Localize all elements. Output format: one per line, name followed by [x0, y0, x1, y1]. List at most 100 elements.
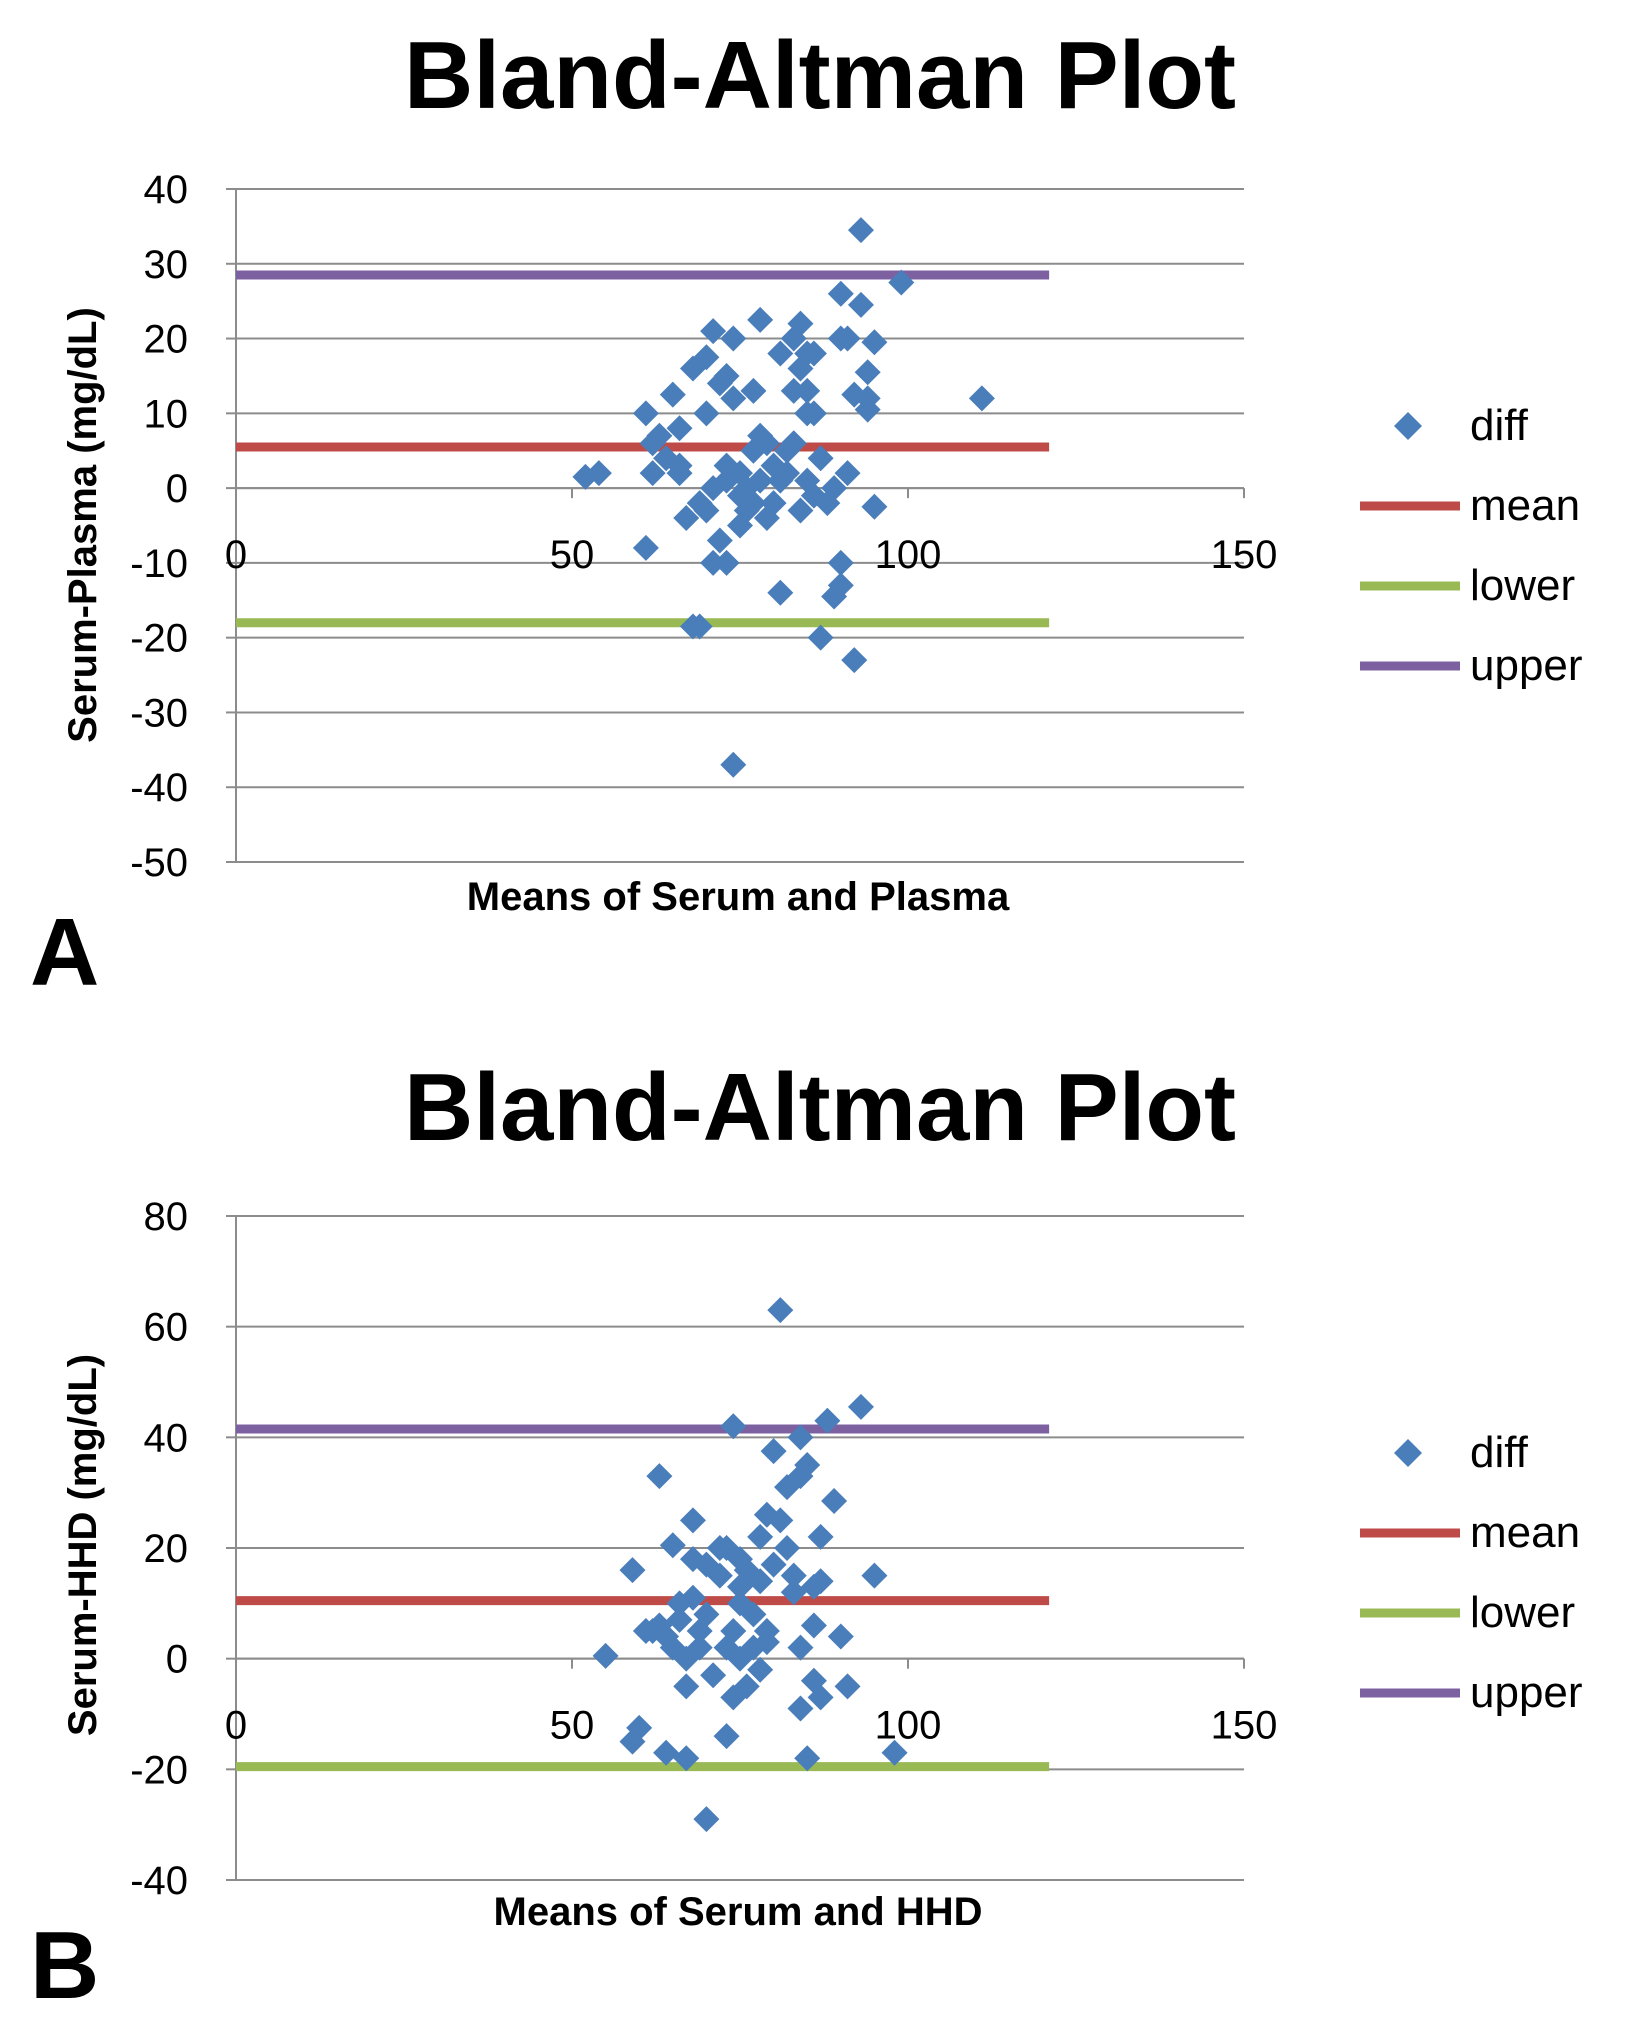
chart-a-diff-point — [787, 497, 814, 524]
chart-b-diff-point — [787, 1634, 814, 1661]
chart-b-y-tick-label: -20 — [130, 1748, 188, 1792]
chart-b-y-tick-label: -40 — [130, 1859, 188, 1903]
chart-a-diff-point — [780, 377, 807, 404]
chart-a-y-axis-label: Serum-Plasma (mg/dL) — [61, 307, 105, 743]
chart-b-legend: diff mean lower upper — [1360, 1428, 1583, 1717]
chart-a-diff-point — [834, 460, 861, 487]
chart-b-diff-point — [787, 1424, 814, 1451]
chart-a-diff-point — [747, 306, 774, 333]
chart-b-diff-point — [713, 1723, 740, 1750]
chart-a-y-tick-label: 20 — [144, 318, 189, 362]
chart-b-diff-point — [720, 1413, 747, 1440]
chart-a-diff-point — [639, 460, 666, 487]
chart-a-diff-point — [666, 415, 693, 442]
chart-b-diff-point — [807, 1684, 834, 1711]
chart-a-diff-point — [794, 377, 821, 404]
chart-a-diff-point — [861, 493, 888, 520]
chart-a-y-tick-label: -20 — [130, 617, 188, 661]
chart-b-x-tick-labels: 0 50 100 150 — [225, 1704, 1278, 1748]
chart-a-diff-point — [720, 751, 747, 778]
chart-a-diff-point — [753, 430, 780, 457]
chart-a-y-tick-label: -30 — [130, 691, 188, 735]
chart-a-x-tick-label: 0 — [225, 533, 247, 577]
chart-a-diff-point — [632, 534, 659, 561]
chart-a-diff-point — [646, 422, 673, 449]
chart-a-diff-point — [659, 381, 686, 408]
chart-b-x-axis-label: Means of Serum and HHD — [494, 1890, 983, 1934]
chart-a-diff-point — [720, 385, 747, 412]
chart-b-diff-point — [659, 1532, 686, 1559]
chart-a-diff-point — [968, 385, 995, 412]
chart-b-diff-point — [700, 1662, 727, 1689]
chart-a-diff-point — [713, 549, 740, 576]
chart-a-diff-point — [854, 359, 881, 386]
chart-b-y-tick-label: 40 — [144, 1416, 189, 1460]
chart-a-y-tick-label: -40 — [130, 766, 188, 810]
chart-b-diff-point — [767, 1507, 794, 1534]
chart-b-reference-lines — [236, 1424, 1050, 1772]
chart-b-diff-point — [807, 1523, 834, 1550]
chart-a-diff-point — [706, 527, 733, 554]
chart-a-legend-upper-label: upper — [1470, 641, 1583, 690]
chart-a-diff-point — [841, 647, 868, 674]
chart-a-reference-lines — [236, 270, 1050, 628]
chart-b-diff-point — [673, 1673, 700, 1700]
chart-a-title: Bland-Altman Plot — [404, 22, 1236, 129]
chart-a-legend-lower-label: lower — [1470, 561, 1575, 610]
chart-a: Bland-Altman Plot 403020100-10-20-30-40-… — [30, 22, 1583, 1006]
chart-a-legend: diff mean lower upper — [1360, 401, 1583, 690]
chart-a-y-tick-label: 0 — [166, 467, 188, 511]
chart-b-legend-diff-marker — [1394, 1439, 1422, 1467]
chart-b-y-tick-labels: 80 60 40 20 0 -20 -40 — [130, 1195, 188, 1903]
chart-b-diff-point — [747, 1656, 774, 1683]
chart-b-diff-point — [666, 1606, 693, 1633]
chart-a-y-tick-label: 30 — [144, 243, 189, 287]
chart-a-diff-point — [585, 460, 612, 487]
chart-b-legend-mean-label: mean — [1470, 1508, 1580, 1557]
chart-b-diff-point — [780, 1579, 807, 1606]
chart-b-legend-diff-label: diff — [1470, 1428, 1529, 1477]
chart-b-diff-point — [760, 1438, 787, 1465]
chart-b-diff-point — [881, 1739, 908, 1766]
chart-a-y-tick-label: -10 — [130, 542, 188, 586]
chart-b-diff-point — [720, 1618, 747, 1644]
panel-a-label: A — [30, 899, 99, 1006]
chart-b-diff-point — [834, 1673, 861, 1700]
chart-b-diff-point — [794, 1745, 821, 1772]
chart-b-diff-point — [774, 1535, 801, 1561]
chart-a-x-tick-label: 50 — [550, 533, 595, 577]
chart-a-y-tick-labels: 40 30 20 10 0 -10 -20 -30 -40 -50 — [130, 168, 188, 885]
chart-a-diff-point — [854, 385, 881, 412]
chart-a-diff-point — [666, 452, 693, 479]
chart-b-x-tick-label: 100 — [875, 1704, 942, 1748]
chart-b-diff-point — [747, 1568, 774, 1595]
chart-a-diff-point — [700, 549, 727, 576]
chart-b-diff-point — [753, 1618, 780, 1644]
chart-b: Bland-Altman Plot 80 60 40 20 0 -20 -40 0 50 100… — [30, 1054, 1583, 2019]
chart-a-diff-point — [800, 340, 827, 367]
chart-a-diff-point — [673, 505, 700, 532]
chart-a-y-tick-label: -50 — [130, 841, 188, 885]
chart-a-diff-point — [780, 430, 807, 457]
chart-a-diff-point — [807, 445, 834, 472]
chart-a-y-tick-label: 40 — [144, 168, 189, 212]
chart-b-diff-point — [760, 1551, 787, 1578]
chart-a-diff-point — [807, 624, 834, 651]
chart-a-x-tick-label: 100 — [875, 533, 942, 577]
chart-b-diff-point — [626, 1714, 653, 1741]
chart-b-diff-point — [787, 1695, 814, 1722]
chart-a-y-tick-label: 10 — [144, 392, 189, 436]
panel-b-label: B — [30, 1912, 99, 2019]
chart-a-diff-point — [847, 291, 874, 318]
chart-a-legend-diff-marker — [1394, 412, 1422, 440]
chart-a-diff-point — [767, 579, 794, 606]
chart-b-diff-point — [706, 1562, 733, 1589]
chart-b-y-tick-label: 60 — [144, 1306, 189, 1350]
chart-b-title: Bland-Altman Plot — [404, 1054, 1236, 1161]
chart-b-x-tick-label: 50 — [550, 1704, 595, 1748]
chart-a-diff-point — [787, 310, 814, 337]
chart-b-diff-point — [740, 1601, 767, 1628]
chart-b-y-axis-label: Serum-HHD (mg/dL) — [61, 1354, 105, 1736]
chart-a-diff-point — [760, 490, 787, 517]
chart-b-legend-lower-label: lower — [1470, 1588, 1575, 1637]
